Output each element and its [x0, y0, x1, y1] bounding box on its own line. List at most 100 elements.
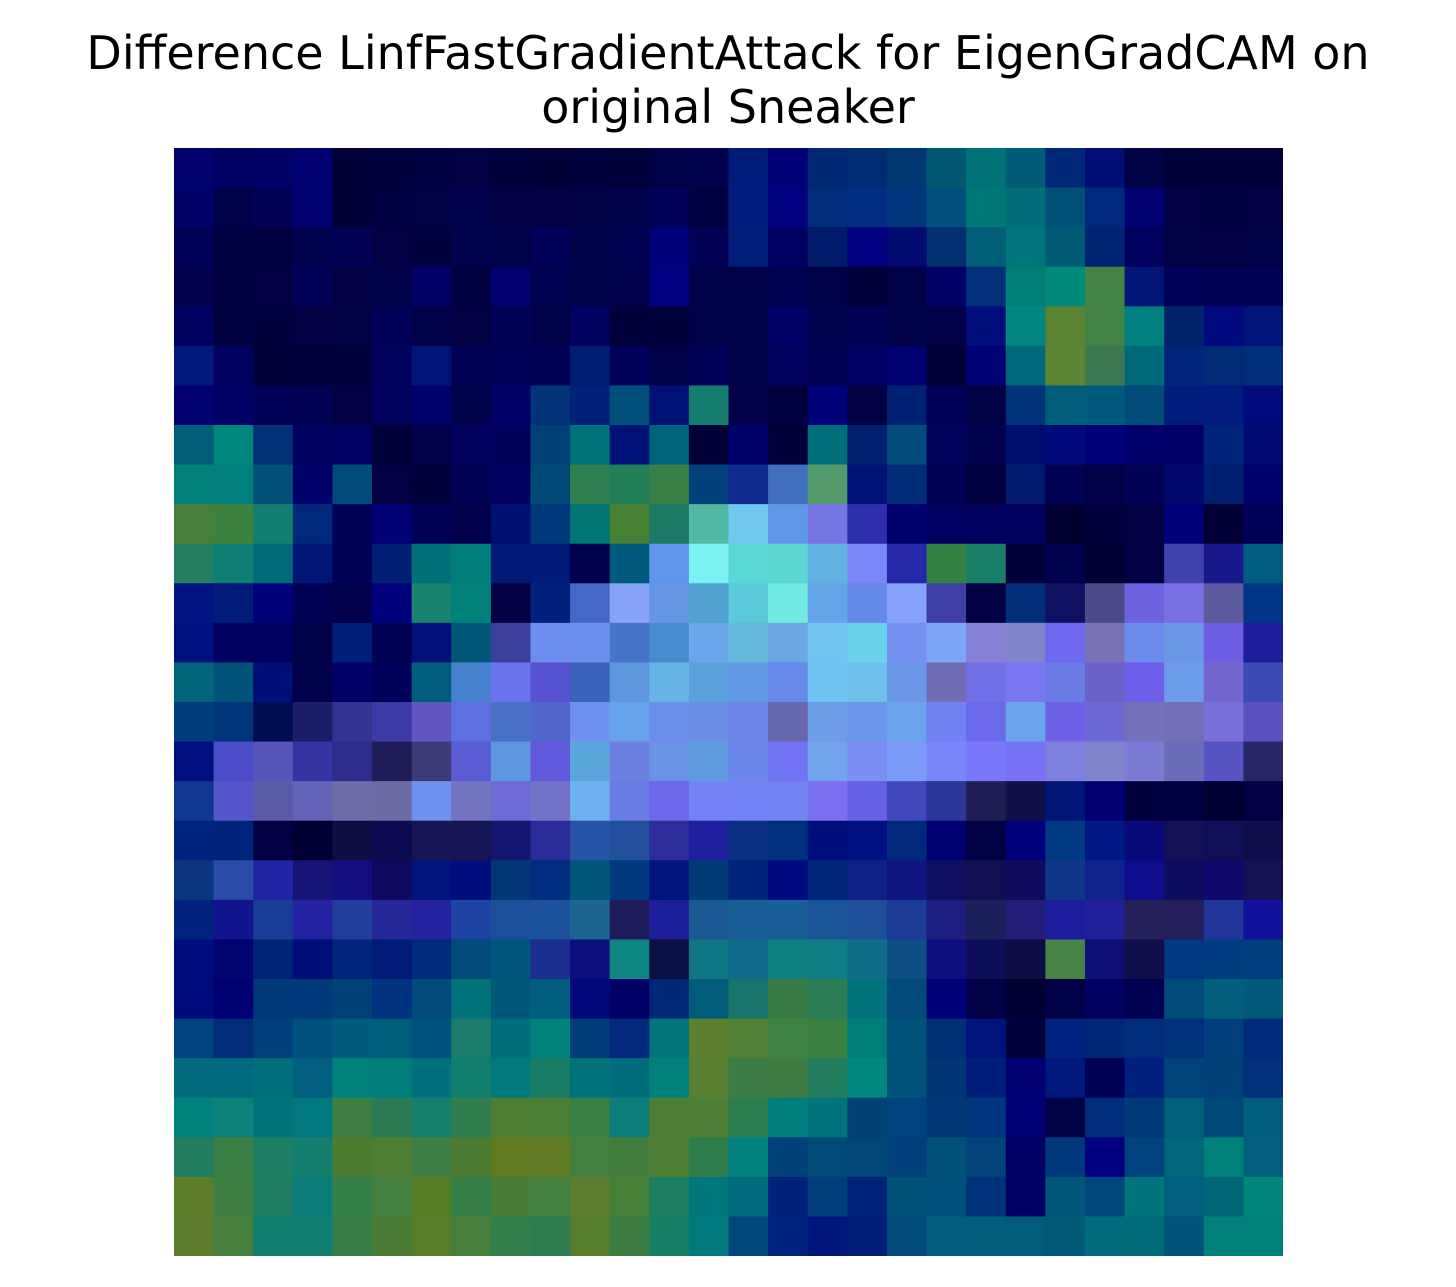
heatmap-cell-r17-c19 — [926, 820, 967, 861]
heatmap-cell-r4-c10 — [570, 306, 611, 347]
heatmap-cell-r2-c11 — [609, 227, 650, 268]
heatmap-cell-r13-c4 — [332, 662, 373, 703]
heatmap-cell-r12-c24 — [1124, 622, 1165, 664]
heatmap-cell-r10-c4 — [332, 543, 373, 584]
heatmap-cell-r3-c21 — [1005, 266, 1046, 307]
heatmap-cell-r4-c13 — [688, 306, 730, 347]
heatmap-cell-r4-c19 — [926, 306, 967, 347]
heatmap-cell-r0-c3 — [292, 148, 334, 189]
heatmap-cell-r14-c9 — [530, 702, 571, 743]
heatmap-cell-r6-c11 — [609, 385, 650, 426]
heatmap-cell-r4-c18 — [886, 306, 928, 347]
heatmap-cell-r12-c5 — [372, 622, 413, 664]
heatmap-cell-r1-c10 — [570, 187, 611, 228]
heatmap-cell-r19-c12 — [649, 899, 690, 941]
heatmap-cell-r10-c14 — [728, 543, 769, 584]
heatmap-cell-r1-c4 — [332, 187, 373, 228]
heatmap-cell-r6-c3 — [292, 385, 334, 426]
heatmap-cell-r9-c22 — [1045, 504, 1086, 545]
heatmap-cell-r7-c12 — [649, 425, 690, 466]
heatmap-cell-r0-c25 — [1164, 148, 1205, 189]
heatmap-cell-r16-c21 — [1005, 781, 1046, 822]
heatmap-cell-r20-c19 — [926, 939, 967, 980]
heatmap-cell-r16-c2 — [253, 781, 294, 822]
heatmap-cell-r11-c24 — [1124, 583, 1165, 624]
heatmap-cell-r15-c13 — [688, 741, 730, 782]
heatmap-cell-r18-c10 — [570, 860, 611, 901]
heatmap-cell-r0-c9 — [530, 148, 571, 189]
heatmap-cell-r27-c27 — [1243, 1216, 1283, 1256]
heatmap-cell-r9-c20 — [966, 504, 1007, 545]
heatmap-cell-r15-c1 — [213, 741, 254, 782]
heatmap-cell-r9-c21 — [1005, 504, 1046, 545]
heatmap-cell-r20-c24 — [1124, 939, 1165, 980]
heatmap-cell-r11-c16 — [807, 583, 848, 624]
heatmap-cell-r4-c20 — [966, 306, 1007, 347]
heatmap-cell-r4-c26 — [1203, 306, 1244, 347]
heatmap-cell-r6-c1 — [213, 385, 254, 426]
heatmap-cell-r18-c23 — [1084, 860, 1126, 901]
heatmap-cell-r2-c18 — [886, 227, 928, 268]
heatmap-cell-r2-c22 — [1045, 227, 1086, 268]
heatmap-cell-r9-c13 — [688, 504, 730, 545]
heatmap-cell-r16-c5 — [372, 781, 413, 822]
heatmap-cell-r5-c11 — [609, 345, 650, 387]
heatmap-cell-r20-c7 — [451, 939, 492, 980]
heatmap-cell-r23-c14 — [728, 1058, 769, 1099]
heatmap-cell-r12-c9 — [530, 622, 571, 664]
heatmap-cell-r4-c25 — [1164, 306, 1205, 347]
heatmap-cell-r7-c26 — [1203, 425, 1244, 466]
heatmap-cell-r6-c4 — [332, 385, 373, 426]
heatmap-cell-r13-c10 — [570, 662, 611, 703]
heatmap-cell-r15-c16 — [807, 741, 848, 782]
heatmap-cell-r19-c20 — [966, 899, 1007, 941]
heatmap-cell-r17-c18 — [886, 820, 928, 861]
heatmap-cell-r10-c8 — [490, 543, 532, 584]
heatmap-cell-r3-c2 — [253, 266, 294, 307]
heatmap-cell-r25-c7 — [451, 1137, 492, 1178]
heatmap-cell-r5-c20 — [966, 345, 1007, 387]
heatmap-cell-r24-c22 — [1045, 1097, 1086, 1138]
heatmap-cell-r14-c16 — [807, 702, 848, 743]
heatmap-cell-r6-c25 — [1164, 385, 1205, 426]
heatmap-cell-r21-c9 — [530, 979, 571, 1020]
heatmap-cell-r0-c17 — [847, 148, 888, 189]
heatmap-cell-r23-c26 — [1203, 1058, 1244, 1099]
heatmap-cell-r2-c2 — [253, 227, 294, 268]
heatmap-cell-r9-c6 — [411, 504, 452, 545]
heatmap-cell-r17-c23 — [1084, 820, 1126, 861]
heatmap-cell-r8-c0 — [174, 464, 215, 505]
heatmap-cell-r26-c22 — [1045, 1176, 1086, 1218]
heatmap-cell-r13-c24 — [1124, 662, 1165, 703]
heatmap-cell-r4-c12 — [649, 306, 690, 347]
heatmap-cell-r20-c2 — [253, 939, 294, 980]
heatmap-cell-r0-c4 — [332, 148, 373, 189]
heatmap-cell-r8-c26 — [1203, 464, 1244, 505]
heatmap-cell-r8-c25 — [1164, 464, 1205, 505]
heatmap-cell-r13-c27 — [1243, 662, 1283, 703]
heatmap-cell-r10-c23 — [1084, 543, 1126, 584]
heatmap-cell-r9-c26 — [1203, 504, 1244, 545]
heatmap-cell-r1-c25 — [1164, 187, 1205, 228]
heatmap-cell-r22-c10 — [570, 1018, 611, 1059]
heatmap-cell-r5-c14 — [728, 345, 769, 387]
heatmap-cell-r15-c22 — [1045, 741, 1086, 782]
heatmap-cell-r2-c12 — [649, 227, 690, 268]
heatmap-cell-r17-c12 — [649, 820, 690, 861]
heatmap-cell-r2-c0 — [174, 227, 215, 268]
heatmap-cell-r2-c17 — [847, 227, 888, 268]
heatmap-cell-r7-c4 — [332, 425, 373, 466]
heatmap-cell-r13-c20 — [966, 662, 1007, 703]
heatmap-cell-r5-c10 — [570, 345, 611, 387]
heatmap-cell-r0-c23 — [1084, 148, 1126, 189]
heatmap-cell-r21-c13 — [688, 979, 730, 1020]
heatmap-cell-r14-c1 — [213, 702, 254, 743]
heatmap-cell-r18-c7 — [451, 860, 492, 901]
heatmap-cell-r1-c18 — [886, 187, 928, 228]
heatmap-cell-r23-c4 — [332, 1058, 373, 1099]
heatmap-cell-r8-c17 — [847, 464, 888, 505]
heatmap-cell-r21-c16 — [807, 979, 848, 1020]
heatmap-cell-r26-c7 — [451, 1176, 492, 1218]
heatmap-cell-r14-c5 — [372, 702, 413, 743]
heatmap-cell-r5-c6 — [411, 345, 452, 387]
